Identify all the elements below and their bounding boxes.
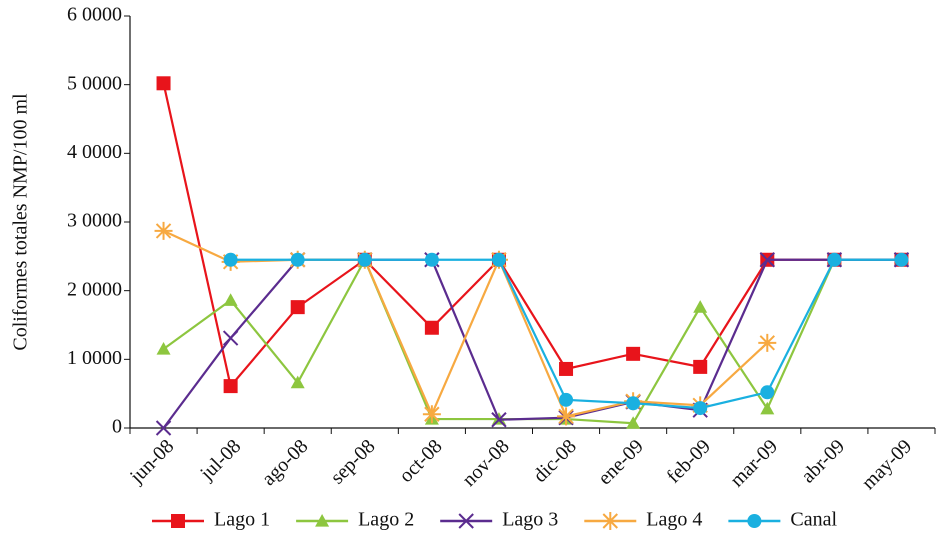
y-tick-label: 2 0000 (67, 278, 122, 300)
marker (171, 514, 185, 528)
y-tick-label: 6 0000 (67, 4, 122, 26)
marker (557, 407, 576, 426)
legend-label: Canal (790, 509, 837, 531)
marker (626, 396, 641, 411)
marker (422, 405, 441, 424)
marker (758, 333, 777, 352)
x-tick-label: may-09 (857, 435, 916, 494)
y-tick-label: 3 0000 (67, 210, 122, 232)
x-tick-label: sep-08 (326, 435, 379, 488)
series-line (162, 258, 902, 429)
marker (894, 252, 909, 267)
y-tick-label: 4 0000 (67, 141, 122, 163)
marker (559, 392, 574, 407)
marker (626, 346, 641, 361)
marker (156, 76, 171, 91)
marker (424, 320, 439, 335)
marker (156, 342, 171, 355)
marker (559, 361, 574, 376)
marker (827, 252, 842, 267)
x-tick-label: dic-08 (529, 435, 581, 487)
legend-label: Lago 4 (646, 509, 702, 531)
marker (491, 412, 507, 428)
marker (222, 330, 239, 346)
x-tick-label: mar-09 (726, 435, 782, 491)
marker (223, 379, 238, 394)
x-tick-label: jul-08 (195, 435, 245, 485)
series-line (162, 257, 902, 425)
marker (290, 300, 305, 315)
y-tick-label: 1 0000 (67, 347, 122, 369)
legend-label: Lago 1 (214, 509, 270, 531)
marker (223, 293, 238, 306)
legend-label: Lago 3 (502, 509, 558, 531)
marker (223, 252, 238, 267)
marker (491, 252, 506, 267)
marker (154, 221, 173, 240)
marker (760, 401, 775, 415)
marker (458, 513, 474, 529)
marker (290, 375, 305, 389)
marker (759, 252, 775, 268)
y-tick-label: 5 0000 (67, 72, 122, 94)
marker (601, 512, 620, 530)
marker (760, 385, 775, 400)
marker (693, 359, 708, 374)
marker (626, 416, 641, 429)
marker (747, 514, 762, 528)
marker (693, 300, 708, 313)
marker (357, 252, 372, 267)
marker (290, 252, 305, 267)
legend-label: Lago 2 (358, 509, 414, 531)
x-tick-label: abr-09 (797, 435, 849, 487)
x-tick-label: nov-08 (458, 435, 514, 491)
marker (155, 420, 172, 436)
x-tick-label: jun-08 (125, 435, 178, 488)
x-tick-label: feb-09 (663, 435, 715, 487)
x-tick-label: oct-08 (395, 435, 447, 487)
x-tick-label: ene-09 (594, 435, 648, 489)
marker (315, 514, 330, 527)
x-tick-label: ago-08 (258, 435, 313, 490)
y-tick-label: 0 (112, 416, 122, 438)
marker (424, 252, 439, 267)
y-axis-title: Coliformes totales NMP/100 ml (10, 93, 32, 351)
marker (693, 401, 708, 416)
